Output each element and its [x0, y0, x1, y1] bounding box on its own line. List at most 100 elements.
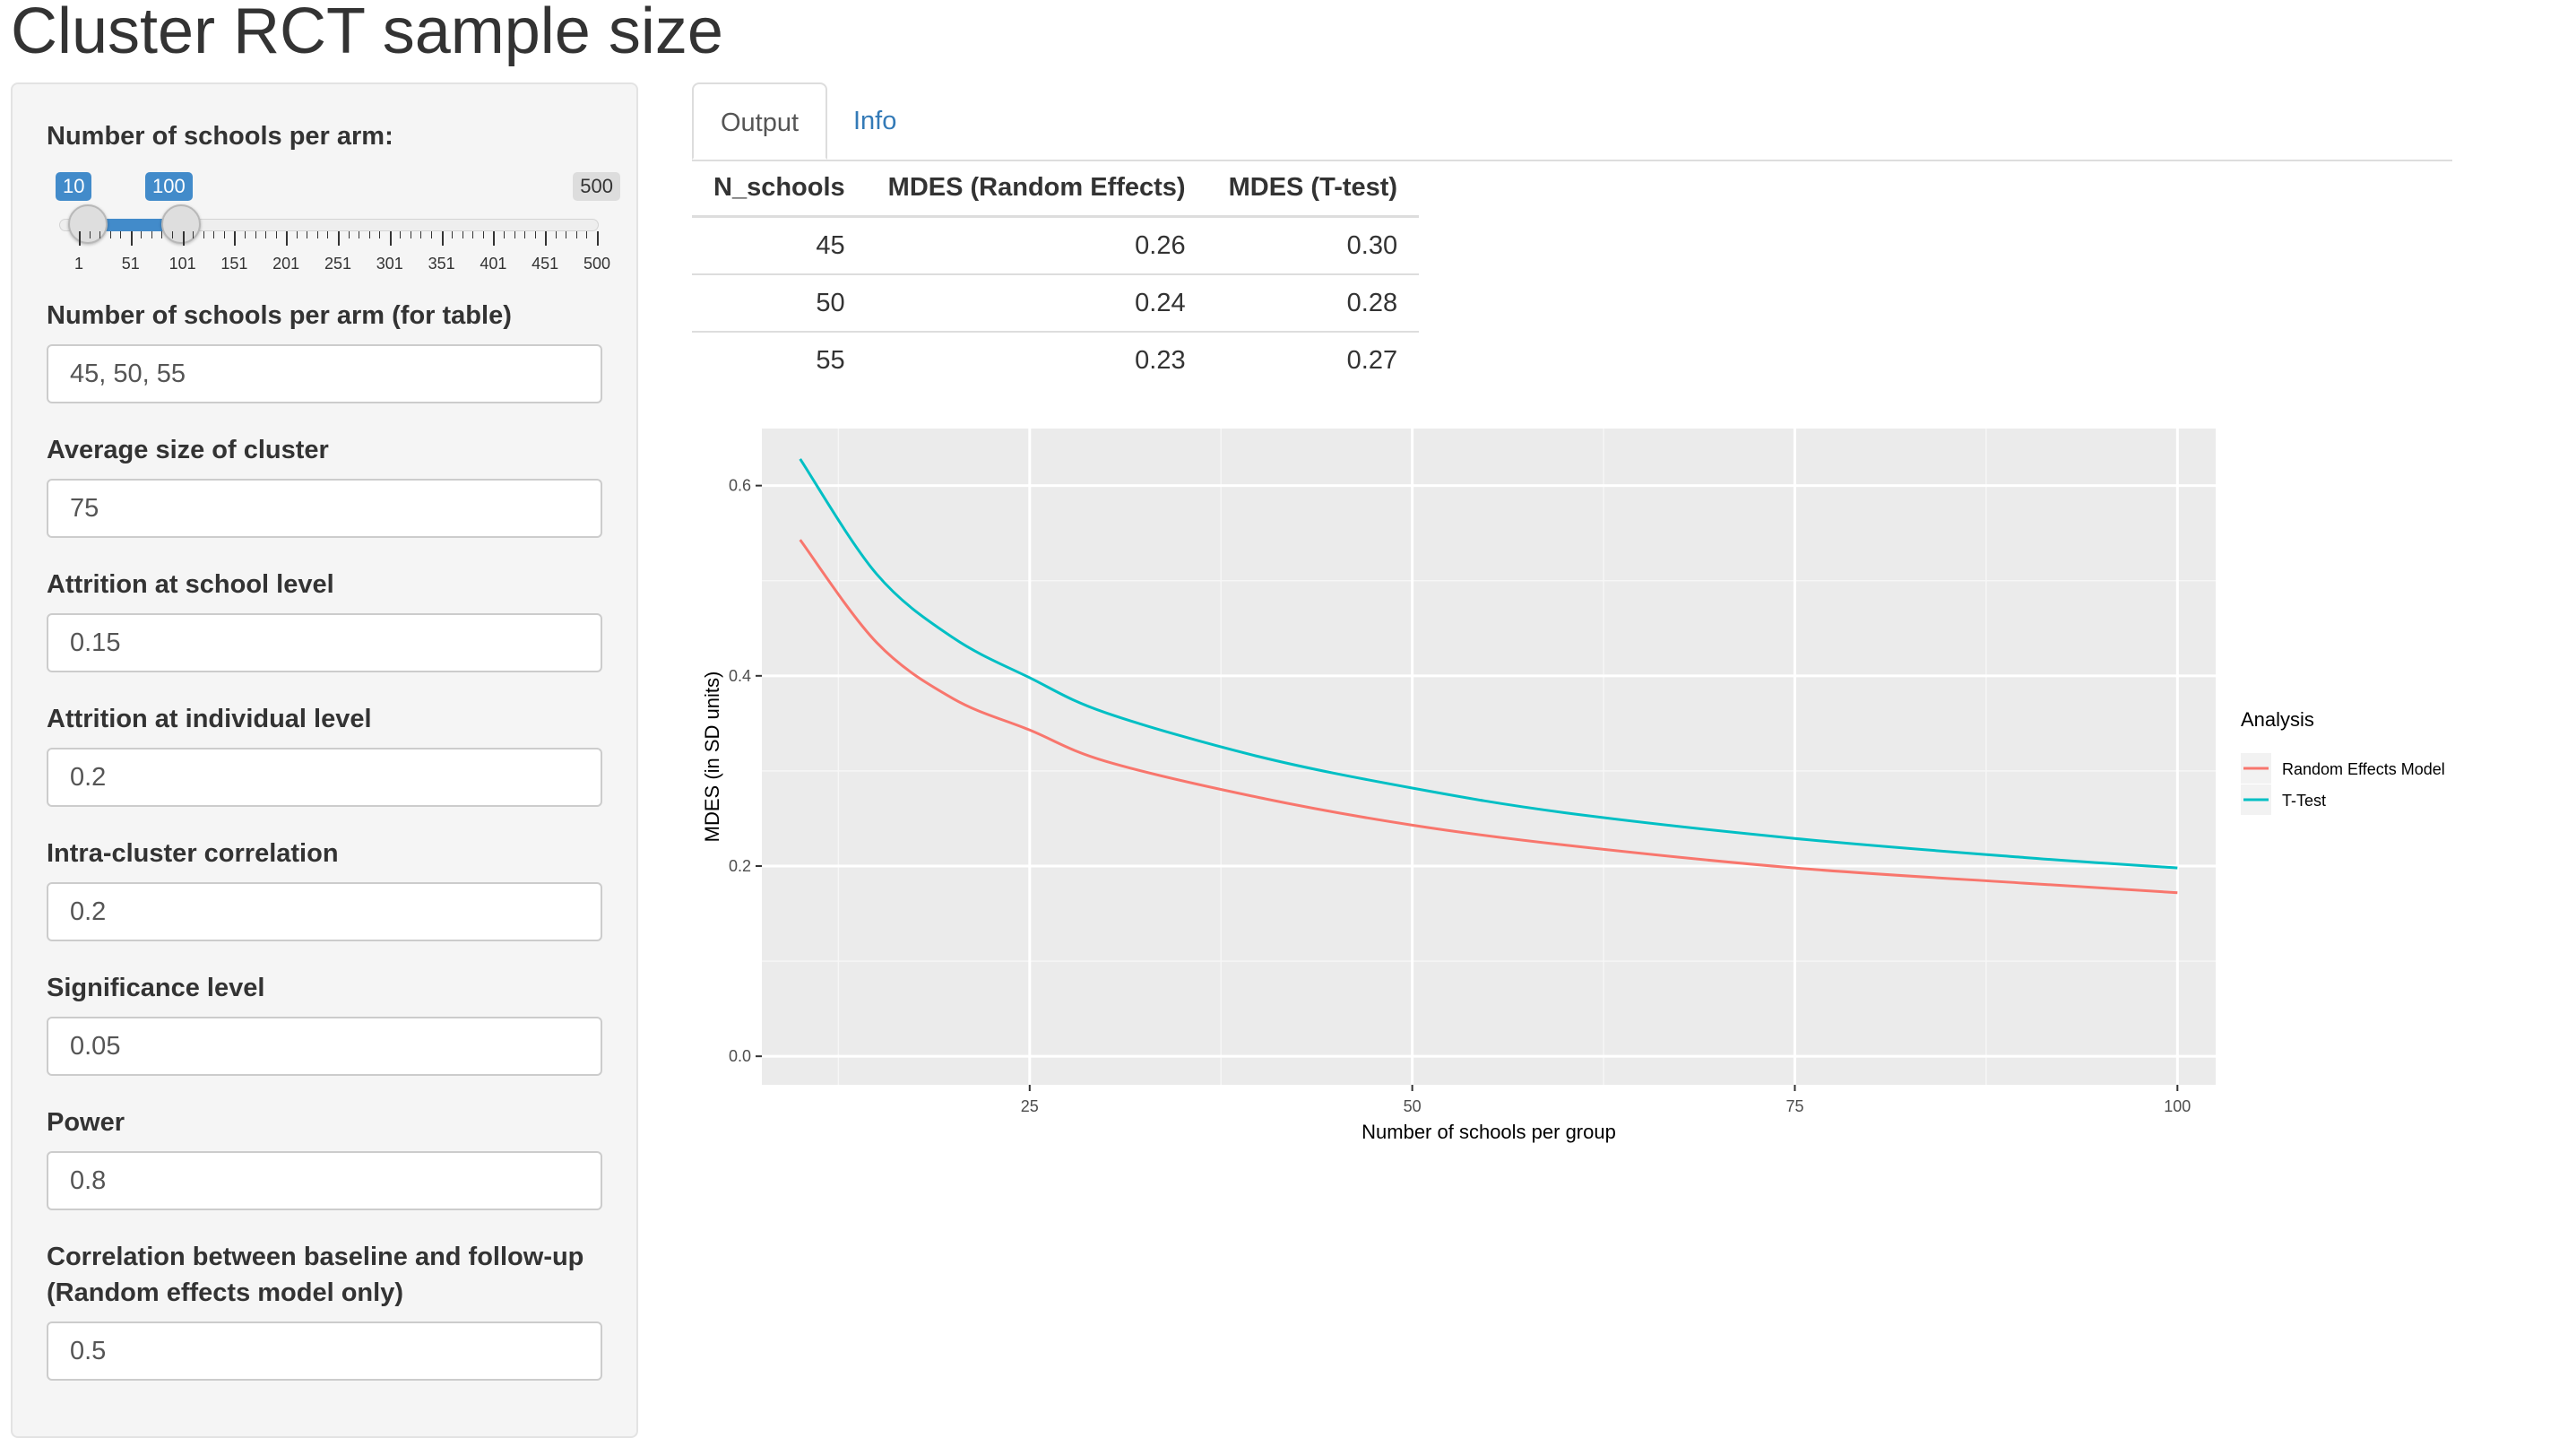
slider-minor-tick [534, 231, 536, 238]
school-attrition-input[interactable] [47, 613, 602, 672]
slider-minor-tick [420, 231, 422, 238]
table-cell: 45 [692, 215, 867, 274]
icc-label: Intra-cluster correlation [47, 839, 339, 868]
slider-minor-tick [316, 231, 318, 238]
icc-input[interactable] [47, 882, 602, 941]
table-row: 50 0.24 0.28 [692, 273, 1420, 332]
results-table: N_schools MDES (Random Effects) MDES (T-… [692, 160, 1420, 388]
slider-minor-tick [296, 231, 298, 238]
y-tick-label: 0.4 [729, 667, 751, 685]
school-attrition-label: Attrition at school level [47, 570, 334, 599]
x-tick-label: 75 [1785, 1097, 1803, 1115]
slider-tick-label: 201 [272, 255, 300, 273]
slider-minor-tick [109, 231, 111, 238]
series-line-t-test [799, 458, 2178, 870]
x-tick-label: 50 [1404, 1097, 1422, 1115]
slider-minor-tick [99, 231, 101, 238]
slider-tick-label: 301 [376, 255, 403, 273]
slider-min-badge: 10 [56, 172, 92, 201]
power-label: Power [47, 1108, 125, 1137]
legend-title: Analysis [2241, 708, 2314, 731]
table-cell: 55 [692, 331, 867, 388]
table-cell: 0.28 [1206, 273, 1420, 332]
individual-attrition-label: Attrition at individual level [47, 705, 372, 733]
slider-minor-tick [482, 231, 484, 238]
slider-minor-tick [472, 231, 474, 238]
table-cell: 0.26 [866, 215, 1207, 274]
slider-minor-tick [575, 231, 577, 238]
power-input[interactable] [47, 1151, 602, 1210]
slider-tick-label: 251 [324, 255, 352, 273]
cluster-size-label: Average size of cluster [47, 436, 329, 464]
slider-minor-tick [151, 231, 152, 238]
slider-minor-tick [120, 231, 122, 238]
slider-tick-label: 151 [220, 255, 248, 273]
baseline-correlation-input[interactable] [47, 1321, 602, 1381]
slider-min-handle[interactable] [68, 204, 108, 244]
slider-minor-tick [244, 231, 246, 238]
slider-tick [597, 231, 599, 246]
x-tick-label: 100 [2164, 1097, 2191, 1115]
slider-max-handle[interactable] [161, 204, 201, 244]
individual-attrition-input[interactable] [47, 748, 602, 807]
slider-tick-label: 500 [583, 255, 611, 273]
cluster-size-input[interactable] [47, 479, 602, 538]
slider-tick [130, 231, 133, 246]
y-tick-label: 0.0 [729, 1047, 751, 1065]
tab-bar: Output Info [692, 82, 2452, 161]
slider-minor-tick [203, 231, 204, 238]
slider-tick-label: 451 [532, 255, 559, 273]
table-schools-label: Number of schools per arm (for table) [47, 301, 512, 330]
slider-minor-tick [586, 231, 588, 238]
slider-minor-tick [368, 231, 370, 238]
tab-output[interactable]: Output [692, 82, 828, 160]
slider-minor-tick [89, 231, 91, 238]
slider-minor-tick [213, 231, 215, 238]
col-header-n-schools: N_schools [692, 160, 867, 218]
mdes-line-chart: 25 50 75 100 0.0 0.2 0.4 0.6 Number of schools p… [701, 429, 2445, 1143]
table-cell: 0.27 [1206, 331, 1420, 388]
slider-tick [441, 231, 444, 246]
slider-tick [389, 231, 392, 246]
slider-minor-tick [555, 231, 557, 238]
slider-minor-tick [524, 231, 526, 238]
slider-tick [234, 231, 237, 246]
slider-minor-tick [327, 231, 329, 238]
slider-minor-tick [265, 231, 267, 238]
table-row: 55 0.23 0.27 [692, 331, 1420, 388]
legend-label: T-Test [2282, 792, 2326, 810]
slider-minor-tick [514, 231, 515, 238]
slider-tick-label: 351 [428, 255, 455, 273]
series-line-random-effects-model [799, 539, 2178, 895]
y-tick-label: 0.2 [729, 857, 751, 875]
slider-tick-label: 101 [169, 255, 196, 273]
slider-tick [79, 231, 81, 246]
slider-minor-tick [161, 231, 163, 238]
slider-minor-tick [275, 231, 277, 238]
y-tick-label: 0.6 [729, 477, 751, 495]
page-title: Cluster RCT sample size [11, 0, 723, 67]
col-header-mdes-random: MDES (Random Effects) [866, 160, 1207, 218]
slider-tick-label: 51 [121, 255, 140, 273]
slider-minor-tick [400, 231, 402, 238]
slider-tick-label: 1 [73, 255, 83, 273]
table-cell: 50 [692, 273, 867, 332]
slider-minor-tick [503, 231, 505, 238]
tab-info[interactable]: Info [853, 107, 897, 135]
legend-label: Random Effects Model [2282, 760, 2445, 778]
table-cell: 0.24 [866, 273, 1207, 332]
baseline-correlation-label-note: (Random effects model only) [47, 1278, 403, 1307]
x-axis-title: Number of schools per group [1361, 1121, 1616, 1143]
significance-input[interactable] [47, 1017, 602, 1076]
table-header-row: N_schools MDES (Random Effects) MDES (T-… [692, 160, 1420, 218]
slider-selected-range [88, 219, 181, 231]
table-cell: 0.23 [866, 331, 1207, 388]
slider-tick [182, 231, 185, 246]
slider-minor-tick [223, 231, 225, 238]
table-row: 45 0.26 0.30 [692, 215, 1420, 274]
table-schools-input[interactable] [47, 344, 602, 403]
significance-label: Significance level [47, 974, 265, 1002]
slider-minor-tick [462, 231, 463, 238]
plot-panel [762, 429, 2216, 1085]
schools-range-slider[interactable]: 10 100 500 1 51 101 151 201 251 301 351 401 451 50… [47, 163, 620, 289]
